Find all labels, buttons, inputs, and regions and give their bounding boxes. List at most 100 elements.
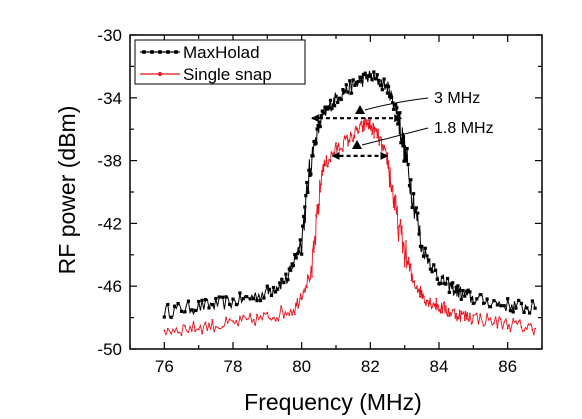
data-point bbox=[439, 281, 443, 285]
data-point bbox=[388, 185, 391, 188]
data-point bbox=[318, 125, 322, 129]
y-tick-label: -30 bbox=[97, 26, 122, 45]
data-point bbox=[421, 297, 424, 299]
data-point bbox=[328, 158, 330, 161]
data-point bbox=[289, 268, 293, 272]
data-point bbox=[177, 331, 180, 334]
data-point bbox=[392, 107, 396, 111]
data-point bbox=[269, 293, 274, 297]
data-point bbox=[400, 137, 404, 141]
data-point bbox=[210, 303, 214, 307]
data-point bbox=[322, 111, 326, 115]
data-point bbox=[365, 74, 369, 78]
legend-entry-label: Single snap bbox=[183, 65, 272, 84]
data-point bbox=[393, 208, 396, 211]
data-point bbox=[317, 120, 321, 124]
axes: 76 78 80 82 84 86 -50 -46 -42 -38 -34 -30 bbox=[97, 26, 543, 376]
annotation-leader bbox=[361, 127, 429, 146]
data-point bbox=[238, 291, 242, 295]
data-point bbox=[378, 143, 381, 146]
data-point bbox=[389, 183, 392, 185]
data-point bbox=[514, 306, 518, 310]
x-tick-label: 80 bbox=[292, 357, 311, 376]
data-point bbox=[447, 290, 451, 294]
data-point bbox=[405, 240, 407, 243]
data-point bbox=[341, 88, 345, 92]
data-point bbox=[446, 314, 449, 317]
data-point bbox=[282, 316, 285, 319]
data-point bbox=[469, 312, 471, 315]
data-point bbox=[340, 147, 343, 150]
legend-marker bbox=[166, 50, 170, 54]
data-point bbox=[391, 185, 394, 188]
data-point bbox=[475, 297, 479, 301]
data-point bbox=[502, 304, 506, 308]
data-point bbox=[404, 159, 408, 163]
data-point bbox=[336, 145, 339, 148]
data-point bbox=[309, 172, 313, 176]
y-tick-label: -46 bbox=[97, 277, 122, 296]
data-point bbox=[320, 183, 323, 186]
data-point bbox=[348, 140, 351, 143]
data-point bbox=[372, 122, 374, 125]
data-point bbox=[312, 248, 314, 251]
data-point bbox=[466, 288, 470, 292]
data-point bbox=[278, 281, 282, 285]
data-point bbox=[382, 77, 386, 81]
data-point bbox=[221, 295, 225, 299]
data-point bbox=[482, 301, 486, 305]
data-point bbox=[455, 312, 458, 315]
data-point bbox=[456, 284, 460, 288]
data-point bbox=[179, 309, 184, 313]
data-point bbox=[315, 213, 317, 216]
data-point bbox=[180, 334, 183, 336]
data-point bbox=[435, 277, 439, 281]
data-point bbox=[258, 299, 263, 303]
data-point bbox=[533, 306, 537, 310]
data-point bbox=[361, 130, 364, 133]
legend-entry-label: MaxHolad bbox=[183, 43, 260, 62]
data-point bbox=[300, 252, 304, 256]
data-point bbox=[453, 308, 456, 311]
data-point bbox=[288, 314, 291, 316]
data-point bbox=[262, 296, 266, 300]
data-point bbox=[499, 304, 503, 308]
data-point bbox=[280, 305, 282, 308]
data-point bbox=[347, 144, 349, 147]
data-point bbox=[485, 297, 489, 301]
data-point bbox=[398, 225, 401, 228]
data-point bbox=[197, 299, 201, 304]
data-point bbox=[409, 178, 413, 182]
data-point bbox=[232, 320, 234, 323]
data-point bbox=[440, 275, 444, 279]
bandwidth-label: 1.8 MHz bbox=[434, 120, 494, 137]
data-point bbox=[336, 100, 340, 104]
data-point bbox=[228, 302, 232, 306]
data-point bbox=[359, 124, 361, 126]
data-point bbox=[412, 192, 416, 196]
data-point bbox=[462, 312, 464, 314]
data-point bbox=[425, 254, 429, 258]
data-point bbox=[486, 313, 488, 316]
data-point bbox=[417, 289, 420, 292]
data-point bbox=[335, 142, 337, 145]
data-point bbox=[449, 282, 453, 286]
x-tick-label: 84 bbox=[430, 357, 449, 376]
data-point bbox=[245, 295, 249, 299]
data-point bbox=[489, 317, 492, 320]
data-point bbox=[302, 290, 305, 293]
data-point bbox=[343, 135, 346, 138]
data-point bbox=[291, 263, 295, 267]
data-point bbox=[386, 152, 389, 155]
data-point bbox=[263, 312, 265, 314]
data-point bbox=[194, 330, 197, 332]
data-point bbox=[318, 203, 321, 206]
data-point bbox=[211, 318, 214, 321]
data-point bbox=[401, 225, 403, 228]
series-line-maxholad bbox=[163, 70, 536, 318]
data-point bbox=[324, 164, 326, 167]
bandwidth-label: 3 MHz bbox=[434, 90, 480, 107]
data-point bbox=[395, 212, 398, 215]
data-point bbox=[218, 327, 221, 330]
data-point bbox=[398, 111, 402, 115]
